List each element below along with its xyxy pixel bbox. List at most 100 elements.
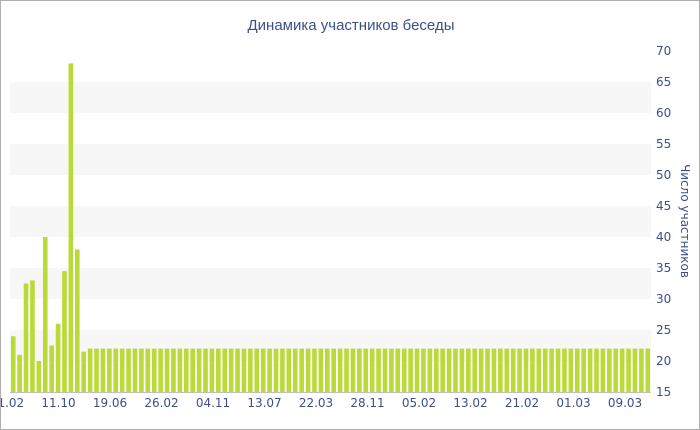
x-tick-label: 26.02: [144, 396, 178, 410]
bar: [645, 348, 651, 392]
bar: [555, 348, 561, 392]
x-tick-label: 13.02: [453, 396, 487, 410]
bar: [542, 348, 548, 392]
bar: [87, 348, 93, 392]
bar: [382, 348, 388, 392]
bar: [151, 348, 157, 392]
bar: [305, 348, 311, 392]
bar: [74, 249, 80, 392]
bars: [10, 63, 651, 393]
bar: [145, 348, 151, 392]
x-tick-label: 11.10: [41, 396, 75, 410]
bar: [587, 348, 593, 392]
bar: [292, 348, 298, 392]
bar: [363, 348, 369, 392]
grid-band: [10, 330, 651, 361]
bar: [23, 283, 29, 392]
bar: [459, 348, 465, 392]
bar: [100, 348, 106, 392]
bar: [190, 348, 195, 392]
bar: [30, 280, 35, 392]
y-axis-label: Число участников: [678, 164, 692, 278]
bar: [158, 348, 163, 392]
x-tick-label: 28.11: [350, 396, 384, 410]
grid-band: [10, 144, 651, 175]
x-tick-label: 19.06: [93, 396, 127, 410]
bar: [68, 63, 74, 393]
x-tick-label: 22.03: [299, 396, 333, 410]
x-tick-label: 05.02: [402, 396, 436, 410]
y-tick-label: 35: [656, 261, 671, 275]
bar: [562, 348, 567, 392]
bar: [241, 348, 247, 392]
bar: [139, 348, 144, 392]
y-tick-label: 60: [656, 106, 671, 120]
bar: [17, 354, 22, 392]
bar: [639, 348, 644, 392]
y-tick-label: 70: [656, 44, 671, 58]
bar: [594, 348, 599, 392]
bar: [62, 271, 67, 392]
bar: [498, 348, 503, 392]
bar: [273, 348, 279, 392]
bar: [81, 351, 87, 392]
bar: [574, 348, 580, 392]
y-tick-label: 40: [656, 230, 671, 244]
bar: [478, 348, 484, 392]
bar: [600, 348, 606, 392]
bar: [485, 348, 490, 392]
bar: [164, 348, 170, 392]
grid-band: [10, 206, 651, 237]
bar: [228, 348, 234, 392]
bar: [42, 237, 48, 392]
bar: [267, 348, 272, 392]
bar: [280, 348, 285, 392]
y-tick-label: 30: [656, 292, 671, 306]
x-tick-labels: 01.02 11.10 19.06 26.02 04.11 13.07 22.03 28.11…: [1, 396, 642, 410]
bar: [389, 348, 394, 392]
bar: [119, 348, 125, 392]
y-tick-label: 20: [656, 354, 671, 368]
bar: [177, 348, 183, 392]
bar: [523, 348, 529, 392]
bar: [433, 348, 439, 392]
bar: [49, 345, 54, 392]
bar: [376, 348, 381, 392]
bar: [132, 348, 138, 392]
bar: [350, 348, 356, 392]
bar: [216, 348, 221, 392]
bar: [453, 348, 458, 392]
bar: [421, 348, 426, 392]
bar: [10, 336, 16, 392]
bar: [357, 348, 362, 392]
bar: [530, 348, 535, 392]
bar: [626, 348, 631, 392]
bar: [466, 348, 471, 392]
bar: [581, 348, 587, 392]
y-tick-label: 65: [656, 75, 671, 89]
bar: [632, 348, 638, 392]
bar: [619, 348, 625, 392]
bar: [427, 348, 433, 392]
bar: [440, 348, 445, 392]
x-tick-label: 01.02: [1, 396, 24, 410]
bar: [517, 348, 522, 392]
bar: [183, 348, 189, 392]
bar: [235, 348, 240, 392]
bar: [395, 348, 401, 392]
bar: [107, 348, 112, 392]
bar: [536, 348, 542, 392]
chart-title: Динамика участников беседы: [248, 17, 455, 34]
grid-bands: [10, 82, 651, 361]
bar: [196, 348, 202, 392]
bar: [607, 348, 612, 392]
grid-band: [10, 82, 651, 113]
y-tick-label: 45: [656, 199, 671, 213]
y-tick-label: 55: [656, 137, 671, 151]
bar: [491, 348, 497, 392]
x-tick-label: 09.03: [608, 396, 642, 410]
bar: [324, 348, 330, 392]
y-tick-label: 25: [656, 323, 671, 337]
